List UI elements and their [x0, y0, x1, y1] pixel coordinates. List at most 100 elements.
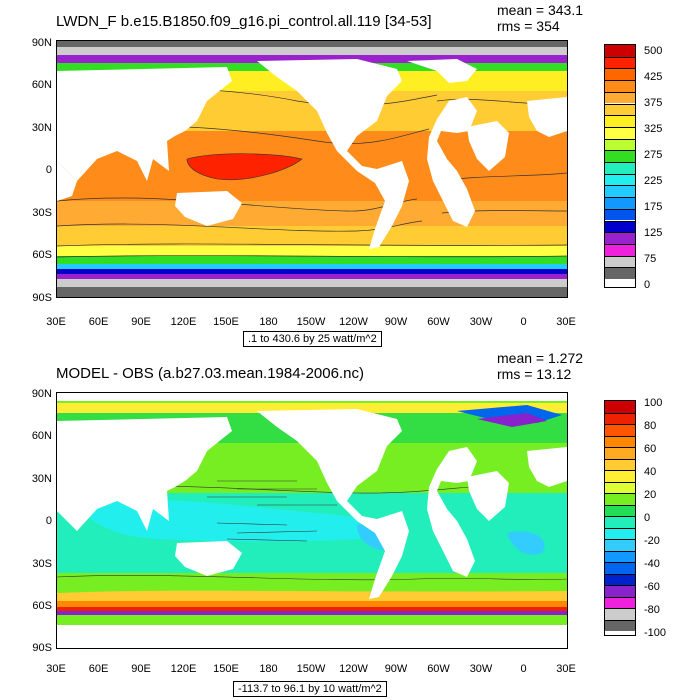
colorbar-swatch — [605, 208, 635, 221]
lon-label-top: 30W — [469, 316, 493, 328]
lon-label-top: 120E — [170, 316, 197, 328]
contour-info-top: .1 to 430.6 by 25 watt/m^2 — [243, 331, 382, 347]
lon-label-top: 120W — [339, 316, 368, 328]
lat-label-bottom: 30S — [32, 558, 52, 570]
colorbar-swatch — [605, 458, 635, 470]
lon-label-top: 60W — [427, 316, 450, 328]
colorbar-label: 20 — [644, 489, 657, 501]
colorbar-label: 80 — [644, 420, 657, 432]
colorbar-swatch — [605, 619, 635, 631]
lat-label-top: 60S — [32, 249, 52, 261]
lat-label-top: 60N — [31, 79, 52, 91]
lat-label-bottom: 30N — [31, 473, 52, 485]
lon-label-bottom: 0 — [520, 663, 527, 675]
colorbar-label: 500 — [644, 45, 663, 57]
lon-label-top: 150W — [296, 316, 326, 328]
colorbar-swatch — [605, 255, 635, 268]
colorbar-swatch — [605, 539, 635, 551]
colorbar-swatch — [605, 493, 635, 505]
colorbar-swatch — [605, 185, 635, 198]
colorbar-swatch — [605, 550, 635, 562]
colorbar-label: -80 — [644, 604, 660, 616]
lat-label-bottom: 60S — [32, 600, 52, 612]
colorbar-swatch — [605, 470, 635, 482]
lat-label-top: 0 — [45, 164, 52, 176]
lat-label-bottom: 90N — [31, 388, 52, 400]
colorbar-label: 275 — [644, 149, 663, 161]
lon-label-bottom: 60E — [88, 663, 109, 675]
colorbar-swatch — [605, 401, 635, 413]
colorbar-swatch — [605, 56, 635, 69]
colorbar-swatch — [605, 481, 635, 493]
lon-label-bottom: 150W — [296, 663, 326, 675]
map-bottom — [56, 392, 568, 649]
colorbar-label: -60 — [644, 581, 660, 593]
colorbar-label: 375 — [644, 97, 663, 109]
colorbar-swatch — [605, 80, 635, 92]
colorbar-swatch — [605, 267, 635, 279]
lon-label-bottom: 120W — [339, 663, 368, 675]
colorbar-swatch — [605, 412, 635, 424]
colorbar-swatch — [605, 45, 635, 57]
colorbar-label: 75 — [644, 253, 657, 265]
colorbar-label: 0 — [644, 279, 651, 291]
lon-label-bottom: 180 — [259, 663, 278, 675]
colorbar-swatch — [605, 516, 635, 528]
colorbar-swatch — [605, 103, 635, 116]
map-top — [56, 40, 568, 298]
lon-label-bottom: 60W — [427, 663, 450, 675]
lon-label-top: 60E — [88, 316, 109, 328]
colorbar-label: 325 — [644, 123, 663, 135]
colorbar-swatch — [605, 424, 635, 436]
lon-label-top: 180 — [259, 316, 278, 328]
colorbar-swatch — [605, 447, 635, 459]
colorbar-swatch — [605, 596, 635, 608]
colorbar-label: 225 — [644, 175, 663, 187]
lon-label-top: 90E — [131, 316, 151, 328]
colorbar-swatch — [605, 608, 635, 620]
lon-label-bottom: 150E — [213, 663, 239, 675]
lon-label-bottom: 30E — [556, 663, 576, 675]
lon-label-top: 30E — [556, 316, 576, 328]
panel-title-top: LWDN_F b.e15.B1850.f09_g16.pi_control.al… — [56, 13, 432, 30]
lon-label-top: 30E — [46, 316, 66, 328]
lon-label-bottom: 90W — [384, 663, 408, 675]
colorbar-swatch — [605, 573, 635, 585]
rms-stat-top: rms = 354 — [497, 18, 560, 34]
colorbar-label: -100 — [644, 627, 667, 639]
colorbar-swatch — [605, 91, 635, 104]
lat-label-top: 30N — [31, 122, 52, 134]
colorbar-swatch — [605, 197, 635, 209]
colorbar-top — [604, 44, 636, 288]
lat-label-top: 90S — [32, 292, 52, 304]
colorbar-label: 0 — [644, 512, 651, 524]
colorbar-swatch — [605, 527, 635, 539]
colorbar-swatch — [605, 150, 635, 162]
colorbar-swatch — [605, 115, 635, 127]
colorbar-label: 125 — [644, 227, 663, 239]
colorbar-swatch — [605, 162, 635, 174]
colorbar-swatch — [605, 562, 635, 574]
colorbar-label: -40 — [644, 558, 660, 570]
lon-label-bottom: 30W — [469, 663, 493, 675]
colorbar-swatch — [605, 220, 635, 233]
colorbar-label: 100 — [644, 397, 663, 409]
lon-label-bottom: 90E — [131, 663, 151, 675]
panel-title-bottom: MODEL - OBS (a.b27.03.mean.1984-2006.nc) — [56, 365, 364, 382]
colorbar-swatch — [605, 585, 635, 597]
colorbar-label: 60 — [644, 443, 657, 455]
lat-label-top: 30S — [32, 207, 52, 219]
lat-label-bottom: 0 — [45, 515, 52, 527]
lon-label-top: 150E — [213, 316, 239, 328]
colorbar-swatch — [605, 435, 635, 447]
lat-label-bottom: 60N — [31, 430, 52, 442]
lon-label-bottom: 30E — [46, 663, 66, 675]
colorbar-swatch — [605, 243, 635, 256]
lon-label-bottom: 120E — [170, 663, 197, 675]
rms-stat-bottom: rms = 13.12 — [497, 366, 572, 382]
colorbar-label: 175 — [644, 201, 663, 213]
lat-label-bottom: 90S — [32, 642, 52, 654]
colorbar-swatch — [605, 504, 635, 516]
mean-stat-top: mean = 343.1 — [497, 2, 584, 18]
colorbar-swatch — [605, 173, 635, 186]
